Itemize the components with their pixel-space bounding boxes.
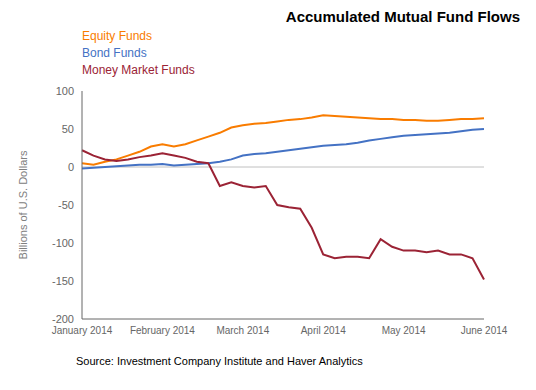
html-text:Accumulated Mutual Fund Flows: Accumulated Mutual Fund Flows bbox=[285, 8, 520, 25]
svg-text:-200: -200 bbox=[52, 313, 74, 325]
svg-text:March 2014: March 2014 bbox=[216, 325, 269, 336]
svg-text:-100: -100 bbox=[52, 237, 74, 249]
html-text:Equity Funds: Equity Funds bbox=[82, 29, 152, 43]
html-text:Source: Investment Company Ins: Source: Investment Company Institute and… bbox=[76, 355, 363, 367]
svg-text:April 2014: April 2014 bbox=[301, 325, 346, 336]
svg-text:Billions of U.S. Dollars: Billions of U.S. Dollars bbox=[17, 150, 29, 259]
svg-text:June 2014: June 2014 bbox=[461, 325, 508, 336]
svg-text:50: 50 bbox=[62, 123, 74, 135]
html-text:Bond Funds: Bond Funds bbox=[82, 46, 147, 60]
svg-text:May 2014: May 2014 bbox=[382, 325, 426, 336]
svg-text:January 2014: January 2014 bbox=[52, 325, 113, 336]
svg-text:-50: -50 bbox=[58, 199, 74, 211]
svg-text:-150: -150 bbox=[52, 275, 74, 287]
svg-text:0: 0 bbox=[68, 161, 74, 173]
svg-text:February 2014: February 2014 bbox=[130, 325, 195, 336]
svg-text:100: 100 bbox=[56, 85, 74, 97]
html-text:Money Market Funds: Money Market Funds bbox=[82, 63, 195, 77]
